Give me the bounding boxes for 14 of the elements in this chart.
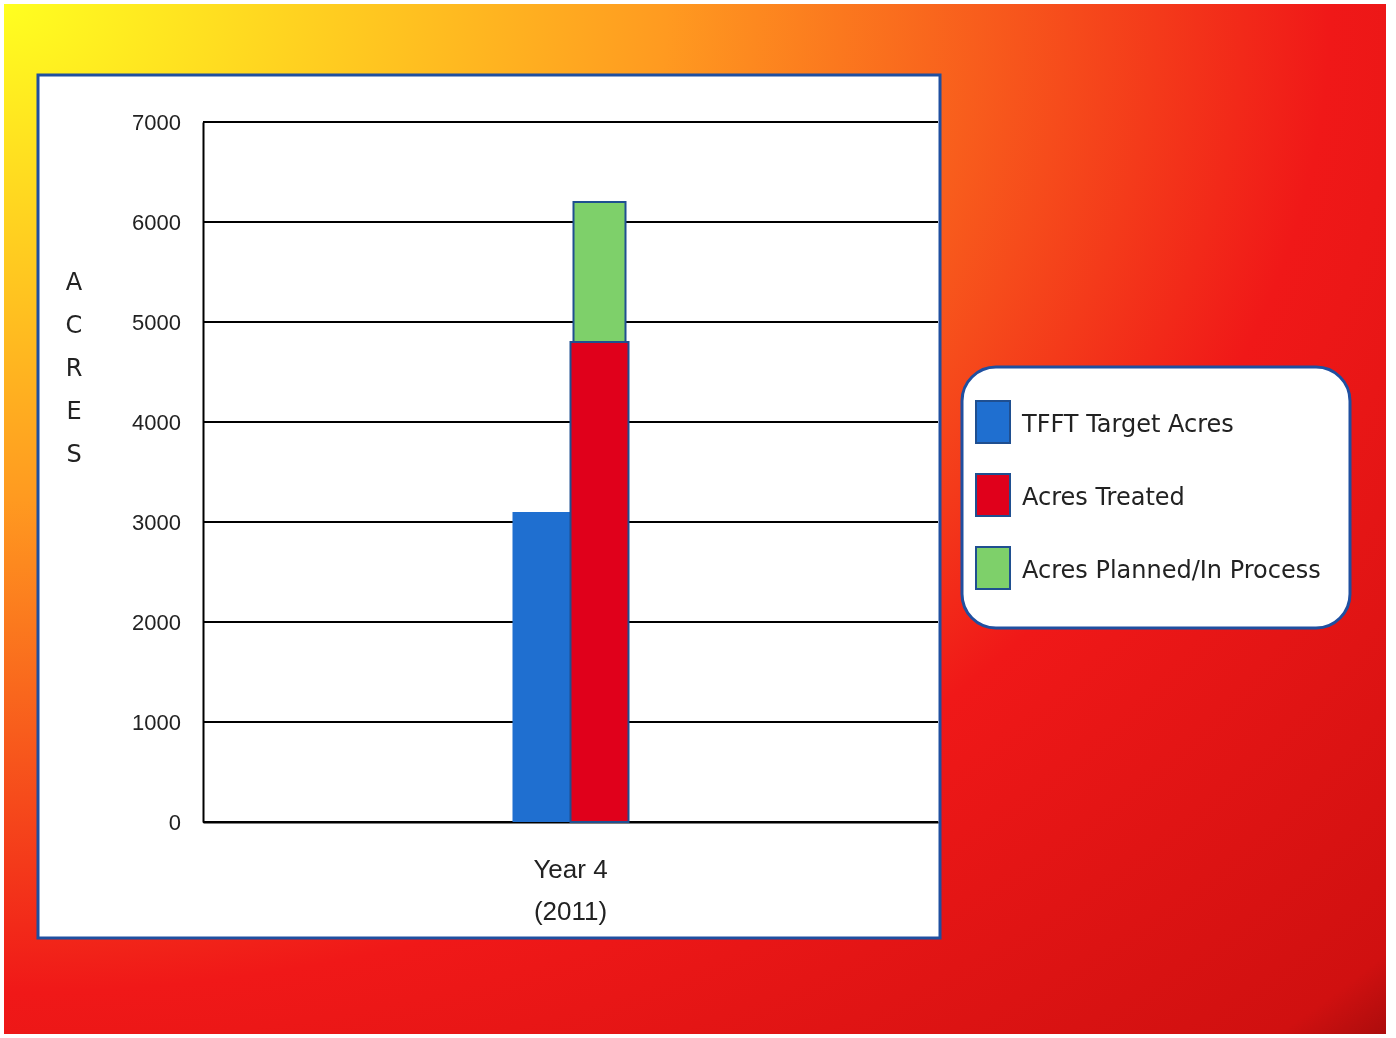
y-tick-label: 6000 xyxy=(132,209,181,235)
y-tick-label: 3000 xyxy=(132,509,181,535)
x-tick-label: Year 4 (2011) xyxy=(533,854,608,927)
y-tick-label: 4000 xyxy=(132,409,181,435)
y-axis-title: ACRES xyxy=(65,268,83,468)
legend-label: TFFT Target Acres xyxy=(1021,410,1234,438)
bar xyxy=(512,512,571,822)
legend-label: Acres Treated xyxy=(1022,483,1185,511)
y-tick-label: 2000 xyxy=(132,609,181,635)
y-tick-label: 7000 xyxy=(132,109,181,135)
y-tick-label: 5000 xyxy=(132,309,181,335)
y-tick-label: 0 xyxy=(168,809,181,835)
legend-label: Acres Planned/In Process xyxy=(1022,556,1321,584)
y-tick-label: 1000 xyxy=(132,709,181,735)
